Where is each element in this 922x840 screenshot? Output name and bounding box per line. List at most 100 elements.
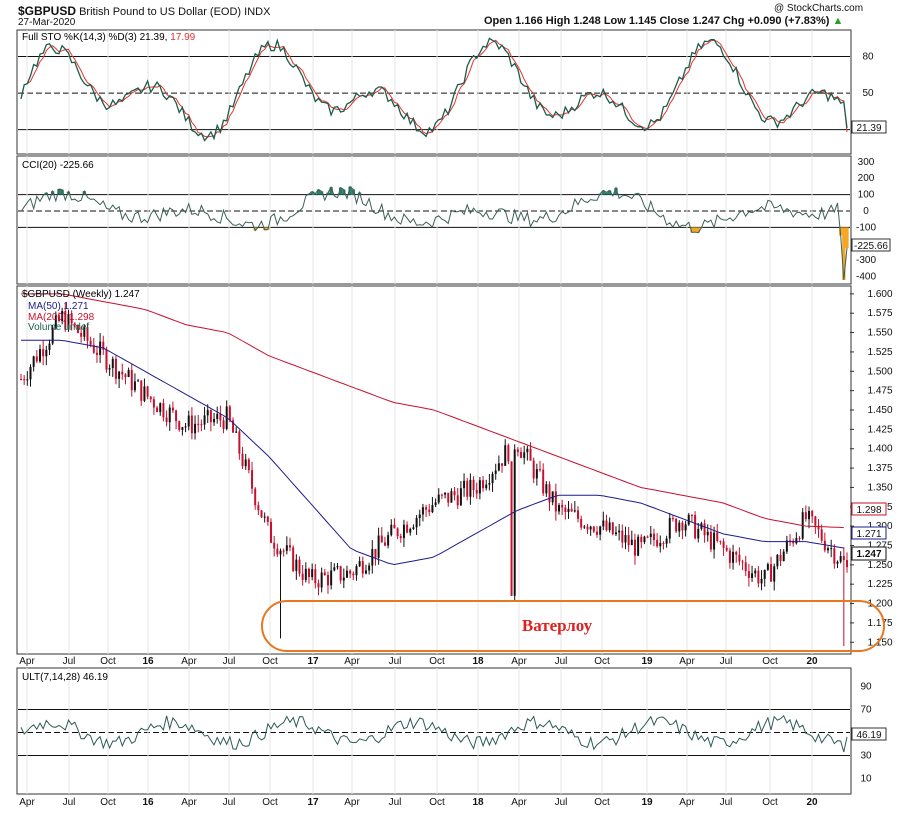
- cci-tick-label: 100: [858, 190, 875, 201]
- candle-body: [463, 480, 466, 489]
- price-panel: [16, 285, 852, 655]
- candle-body: [209, 410, 212, 423]
- candle-body: [219, 413, 222, 421]
- cci-panel: [16, 155, 852, 285]
- candle-body: [621, 530, 624, 543]
- candle-body: [725, 547, 728, 551]
- sto-last-value: 21.39: [856, 123, 881, 134]
- candle-body: [73, 323, 76, 326]
- candle-body: [64, 310, 67, 330]
- sto-panel: [16, 29, 852, 155]
- price-tick-label: 1.475: [867, 386, 892, 397]
- candle-body: [86, 327, 89, 341]
- x-tick-label: 16: [142, 797, 154, 808]
- candle-body: [124, 374, 127, 377]
- price-tick-label: 1.200: [867, 599, 892, 610]
- x-tick-label: Apr: [679, 656, 695, 667]
- candle-body: [501, 463, 504, 466]
- candle-body: [396, 528, 399, 537]
- price-tick-label: 1.275: [867, 540, 892, 551]
- candle-body: [273, 542, 276, 549]
- candle-body: [599, 526, 602, 535]
- candle-body: [298, 559, 301, 574]
- candle-body: [542, 469, 545, 494]
- candle-body: [662, 543, 665, 545]
- candle-body: [29, 366, 32, 380]
- candle-body: [137, 380, 140, 382]
- x-tick-label: Jul: [63, 656, 76, 667]
- candle-body: [554, 491, 557, 512]
- x-tick-label: Jul: [720, 656, 733, 667]
- candle-body: [399, 536, 402, 539]
- moving-averages: [21, 293, 844, 566]
- candle-body: [156, 407, 159, 413]
- x-tick-label: Oct: [262, 656, 278, 667]
- candle-body: [235, 431, 238, 433]
- ult-tick-label: 10: [860, 774, 872, 785]
- candle-body: [266, 516, 269, 522]
- x-tick-label: 19: [641, 797, 653, 808]
- candle-body: [529, 448, 532, 461]
- candle-body: [216, 413, 219, 419]
- x-tick-label: Apr: [181, 797, 197, 808]
- candle-body: [222, 420, 225, 429]
- candle-body: [168, 407, 171, 423]
- candle-body: [741, 561, 744, 563]
- candle-body: [839, 556, 842, 562]
- x-tick-label: Oct: [762, 797, 778, 808]
- candle-body: [523, 452, 526, 458]
- candle-body: [567, 508, 570, 513]
- candle-body: [57, 315, 60, 321]
- x-tick-label: Oct: [762, 656, 778, 667]
- x-tick-label: Oct: [429, 656, 445, 667]
- candle-body: [747, 571, 750, 579]
- candle-body: [352, 573, 355, 576]
- candle-body: [618, 530, 621, 533]
- candle-body: [751, 573, 754, 579]
- candle-body: [694, 515, 697, 539]
- candle-body: [558, 505, 561, 512]
- candle-body: [108, 368, 111, 370]
- x-tick-label: 20: [806, 656, 818, 667]
- candle-body: [333, 567, 336, 571]
- candle-body: [45, 349, 48, 357]
- candle-body: [447, 492, 450, 503]
- price-tick-label: 1.400: [867, 444, 892, 455]
- x-tick-label: Apr: [344, 656, 360, 667]
- candle-body: [573, 510, 576, 512]
- x-tick-label: Jul: [223, 797, 236, 808]
- candle-body: [355, 566, 358, 576]
- candle-body: [92, 344, 95, 353]
- ult-panel: [16, 667, 852, 795]
- candle-body: [722, 541, 725, 548]
- candle-body: [187, 415, 190, 427]
- candle-body: [513, 449, 516, 596]
- x-tick-label: Oct: [429, 797, 445, 808]
- candle-body: [162, 403, 165, 418]
- price-tick-label: 1.250: [867, 560, 892, 571]
- candle-body: [323, 572, 326, 576]
- candle-body: [61, 310, 64, 321]
- ma200-last-badge: 1.298: [851, 502, 887, 516]
- candle-body: [241, 453, 244, 467]
- candle-body: [643, 536, 646, 543]
- candle-body: [614, 532, 617, 535]
- candle-body: [418, 514, 421, 518]
- candle-body: [143, 386, 146, 401]
- waterloo-annotation: Ватерлоу: [522, 616, 593, 635]
- candle-body: [637, 536, 640, 556]
- ma50-line: [21, 339, 844, 566]
- candle-body: [358, 561, 361, 567]
- candle-body: [516, 449, 519, 452]
- price-tick-label: 1.525: [867, 347, 892, 358]
- instrument-name: British Pound to US Dollar (EOD): [79, 6, 242, 18]
- candle-body: [254, 488, 257, 506]
- candle-body: [412, 527, 415, 529]
- candle-body: [782, 551, 785, 561]
- candle-body: [111, 358, 114, 369]
- candle-body: [105, 349, 108, 370]
- candle-body: [779, 554, 782, 561]
- ma50-last-badge: 1.271: [851, 526, 887, 540]
- candle-body: [99, 341, 102, 355]
- candle-body: [171, 407, 174, 411]
